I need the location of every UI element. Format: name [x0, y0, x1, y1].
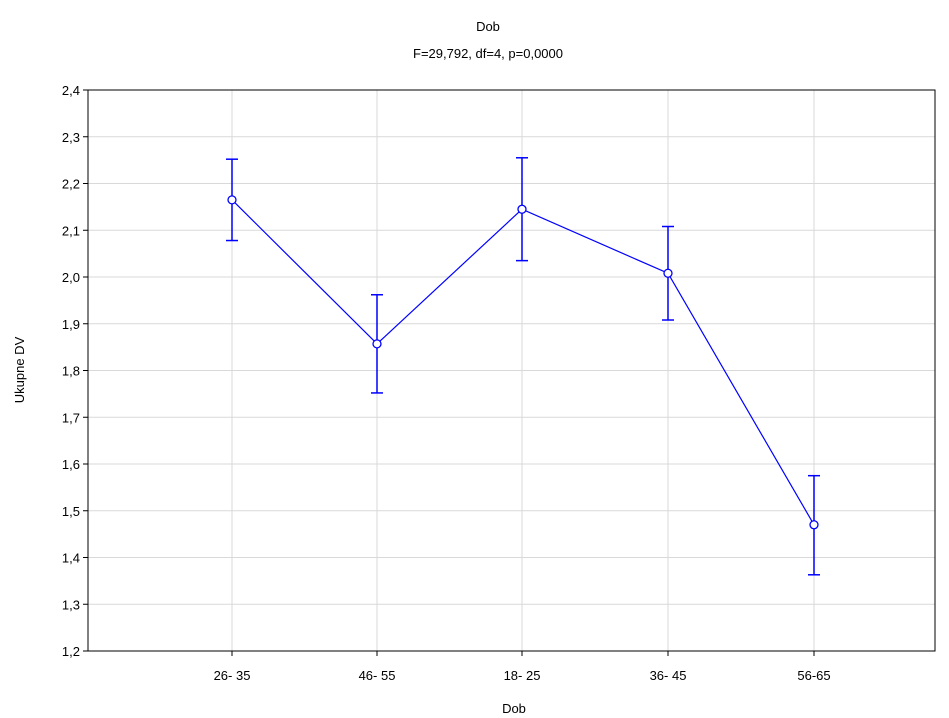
y-tick-label: 1,5 — [62, 504, 80, 519]
x-tick-label: 46- 55 — [359, 668, 396, 683]
y-tick-label: 2,2 — [62, 177, 80, 192]
y-tick-label: 1,2 — [62, 644, 80, 659]
data-point — [663, 268, 673, 278]
data-point — [372, 339, 382, 349]
data-point — [517, 204, 527, 214]
y-tick-label: 1,7 — [62, 410, 80, 425]
y-axis: 1,2 1,3 1,4 1,5 1,6 1,7 1,8 1,9 2,0 2,1 2,2 2,3 2,4 — [62, 83, 88, 659]
chart-subtitle: F=29,792, df=4, p=0,0000 — [413, 46, 563, 61]
grid — [88, 90, 935, 651]
y-tick-label: 1,8 — [62, 364, 80, 379]
series — [226, 157, 820, 576]
x-tick-label: 56-65 — [797, 668, 830, 683]
x-tick-label: 36- 45 — [650, 668, 687, 683]
y-tick-label: 2,0 — [62, 270, 80, 285]
data-point — [227, 195, 237, 205]
x-axis-label: Dob — [502, 701, 526, 716]
chart-title: Dob — [476, 19, 500, 34]
series-line — [231, 199, 815, 526]
x-tick-label: 18- 25 — [504, 668, 541, 683]
y-tick-label: 1,4 — [62, 551, 80, 566]
y-tick-label: 1,9 — [62, 317, 80, 332]
y-tick-label: 1,3 — [62, 597, 80, 612]
x-tick-label: 26- 35 — [214, 668, 251, 683]
x-axis: 26- 35 46- 55 18- 25 36- 45 56-65 — [214, 651, 831, 683]
y-tick-label: 1,6 — [62, 457, 80, 472]
y-tick-label: 2,1 — [62, 223, 80, 238]
data-point — [809, 520, 819, 530]
y-axis-label: Ukupne DV — [12, 336, 27, 403]
y-tick-label: 2,3 — [62, 130, 80, 145]
y-tick-label: 2,4 — [62, 83, 80, 98]
